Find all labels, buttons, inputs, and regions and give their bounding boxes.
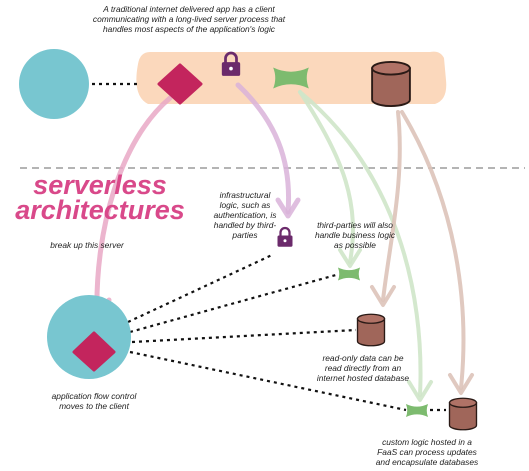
database-cylinder-icon <box>356 313 386 347</box>
faas-caption: custom logic hosted in a FaaS can proces… <box>376 437 479 467</box>
arrow-third-party-logic <box>298 90 355 264</box>
svg-text:architectures: architectures <box>15 195 185 225</box>
svg-text:read directly from an: read directly from an <box>325 363 402 373</box>
svg-text:handle business logic: handle business logic <box>315 230 396 240</box>
svg-text:custom logic hosted in a: custom logic hosted in a <box>382 437 472 447</box>
svg-text:and encapsulate databases: and encapsulate databases <box>376 457 479 467</box>
svg-text:FaaS can process updates: FaaS can process updates <box>377 447 477 457</box>
svg-text:internet hosted database: internet hosted database <box>317 373 410 383</box>
readonly-db-caption: read-only data can be read directly from… <box>317 353 410 383</box>
svg-text:moves to the client: moves to the client <box>59 401 129 411</box>
svg-text:handled by third-: handled by third- <box>214 220 277 230</box>
svg-text:serverless: serverless <box>33 170 167 200</box>
connection-client-auth <box>127 254 273 323</box>
arrow-head-third-party-logic <box>338 248 362 268</box>
database-cylinder-icon <box>448 397 478 431</box>
arrow-faas-db <box>400 110 466 390</box>
svg-text:infrastructural: infrastructural <box>220 190 272 200</box>
arrow-head-faas-db <box>448 373 474 395</box>
lock-icon <box>276 226 294 249</box>
svg-text:third-parties will also: third-parties will also <box>317 220 393 230</box>
database-cylinder-icon <box>371 60 411 108</box>
connection-client-readonly-db <box>131 328 357 344</box>
svg-text:as possible: as possible <box>334 240 376 250</box>
arrow-head-auth <box>275 197 301 219</box>
arrow-head-readonly-db <box>370 285 396 307</box>
break-up-caption: break up this server <box>50 240 125 250</box>
flow-control-diamond-icon <box>72 331 116 372</box>
connection-client-logic <box>129 273 337 334</box>
svg-text:authentication, is: authentication, is <box>214 210 278 220</box>
arrow-head-faas-logic <box>407 380 433 402</box>
business-logic-bowtie-icon <box>405 404 429 417</box>
connection-client-faas <box>129 350 407 412</box>
third-party-caption: third-parties will also handle business … <box>315 220 396 250</box>
arrow-auth <box>235 82 292 215</box>
auth-caption: infrastructural logic, such as authentic… <box>214 190 278 240</box>
connections <box>92 82 446 412</box>
svg-text:logic, such as: logic, such as <box>220 200 272 210</box>
traditional-caption: A traditional internet delivered app has… <box>93 4 286 34</box>
client-circle-icon <box>19 49 89 119</box>
arrow-flow-to-client <box>94 95 173 318</box>
svg-text:parties: parties <box>231 230 258 240</box>
arrow-readonly-db <box>381 110 402 302</box>
svg-text:read-only data can be: read-only data can be <box>322 353 403 363</box>
client-caption: application flow control moves to the cl… <box>52 391 138 411</box>
svg-text:communicating with a long-live: communicating with a long-lived server p… <box>93 14 286 24</box>
page-title: serverless architectures <box>15 170 185 225</box>
svg-text:application flow control: application flow control <box>52 391 138 401</box>
business-logic-bowtie-icon <box>337 267 361 281</box>
flow-control-diamond-icon <box>157 63 203 105</box>
svg-text:A traditional internet deliver: A traditional internet delivered app has… <box>102 4 275 14</box>
arrows <box>82 82 474 402</box>
svg-text:handles most aspects of the ap: handles most aspects of the application'… <box>103 24 276 34</box>
arrow-faas-logic <box>298 90 423 397</box>
